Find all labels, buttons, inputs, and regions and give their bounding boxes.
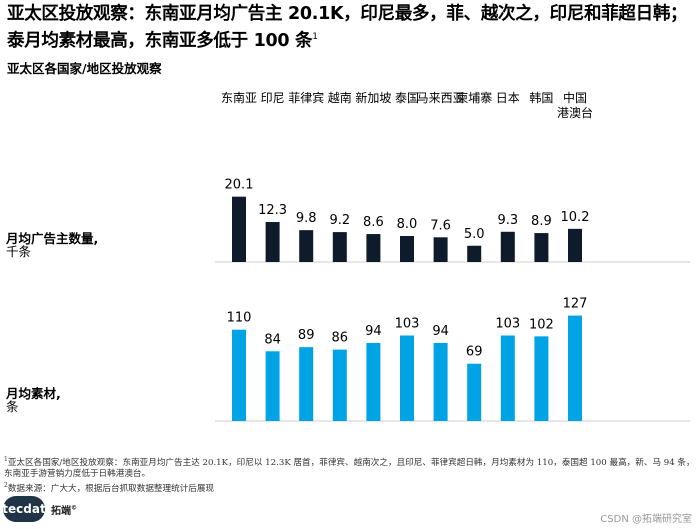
bar — [332, 349, 347, 421]
data-label: 12.3 — [258, 203, 287, 218]
category-label: 柬埔寨 — [456, 90, 492, 105]
data-label: 20.1 — [225, 178, 254, 193]
data-label: 94 — [365, 324, 382, 339]
footnote-1: 1亚太区各国家/地区投放观察：东南亚月均广告主达 20.1K，印尼以 12.3K… — [4, 456, 695, 479]
headline-text: 亚太区投放观察：东南亚月均广告主 20.1K，印尼最多，菲、越次之，印尼和菲超日… — [7, 4, 688, 51]
headline-footnote-mark: 1 — [312, 32, 318, 42]
bar — [568, 228, 582, 262]
data-label: 9.8 — [296, 211, 317, 226]
footnotes: 1亚太区各国家/地区投放观察：东南亚月均广告主达 20.1K，印尼以 12.3K… — [4, 454, 696, 495]
category-label: 中国港澳台 — [557, 90, 593, 120]
logo-bubble: tecdat — [2, 496, 46, 522]
category-label: 泰国 — [395, 91, 419, 105]
data-label: 9.3 — [497, 213, 518, 228]
bar — [534, 233, 549, 262]
category-label: 印尼 — [261, 91, 285, 105]
data-label: 7.6 — [430, 218, 451, 233]
footnote-2: 2数据来源：广大大，根据后台抓取数据整理统计后展现 — [4, 481, 215, 494]
bar — [467, 363, 482, 421]
bar — [534, 336, 549, 421]
category-label: 菲律宾 — [288, 90, 324, 105]
watermark: CSDN @拓端研究室 — [600, 514, 692, 525]
bar — [500, 335, 515, 421]
bar — [265, 351, 280, 421]
bar — [366, 342, 381, 421]
bar — [366, 234, 381, 262]
category-label: 马来西亚 — [417, 91, 465, 105]
data-label: 110 — [227, 311, 252, 326]
data-label: 127 — [563, 297, 588, 312]
bar — [568, 315, 582, 421]
data-label: 5.0 — [464, 227, 485, 242]
brand-logo: tecdat 拓端© — [2, 496, 77, 522]
category-label: 新加坡 — [355, 90, 391, 105]
data-label: 84 — [264, 332, 281, 347]
bar — [433, 237, 448, 262]
data-label: 102 — [529, 317, 554, 332]
bar — [400, 335, 414, 421]
data-label: 8.0 — [397, 217, 418, 232]
data-label: 94 — [432, 324, 449, 339]
category-label: 日本 — [496, 91, 520, 105]
bar — [467, 245, 482, 262]
bar — [400, 236, 414, 262]
bar — [299, 230, 314, 262]
series-label: 月均广告主数量,千条 — [5, 231, 98, 259]
category-label: 韩国 — [529, 90, 553, 105]
data-label: 89 — [298, 328, 315, 343]
bar — [500, 231, 515, 262]
data-label: 69 — [466, 345, 483, 360]
category-label: 东南亚 — [221, 90, 257, 105]
series-label: 月均素材,条 — [5, 386, 61, 414]
data-label: 103 — [495, 317, 520, 332]
chart-subtitle: 亚太区各国家/地区投放观察 — [7, 61, 162, 76]
category-label: 越南 — [328, 90, 352, 105]
bar — [332, 232, 347, 262]
bar — [299, 347, 314, 421]
data-label: 9.2 — [329, 213, 350, 228]
data-label: 86 — [332, 331, 349, 346]
bar — [433, 342, 448, 421]
data-label: 8.6 — [363, 215, 384, 230]
bar — [232, 196, 246, 262]
data-label: 103 — [395, 317, 420, 332]
logo-name: 拓端© — [51, 504, 77, 517]
bar — [232, 329, 246, 421]
data-label: 10.2 — [561, 210, 590, 225]
headline: 亚太区投放观察：东南亚月均广告主 20.1K，印尼最多，菲、越次之，印尼和菲超日… — [7, 3, 697, 53]
data-label: 8.9 — [531, 214, 552, 229]
bar — [265, 222, 280, 262]
